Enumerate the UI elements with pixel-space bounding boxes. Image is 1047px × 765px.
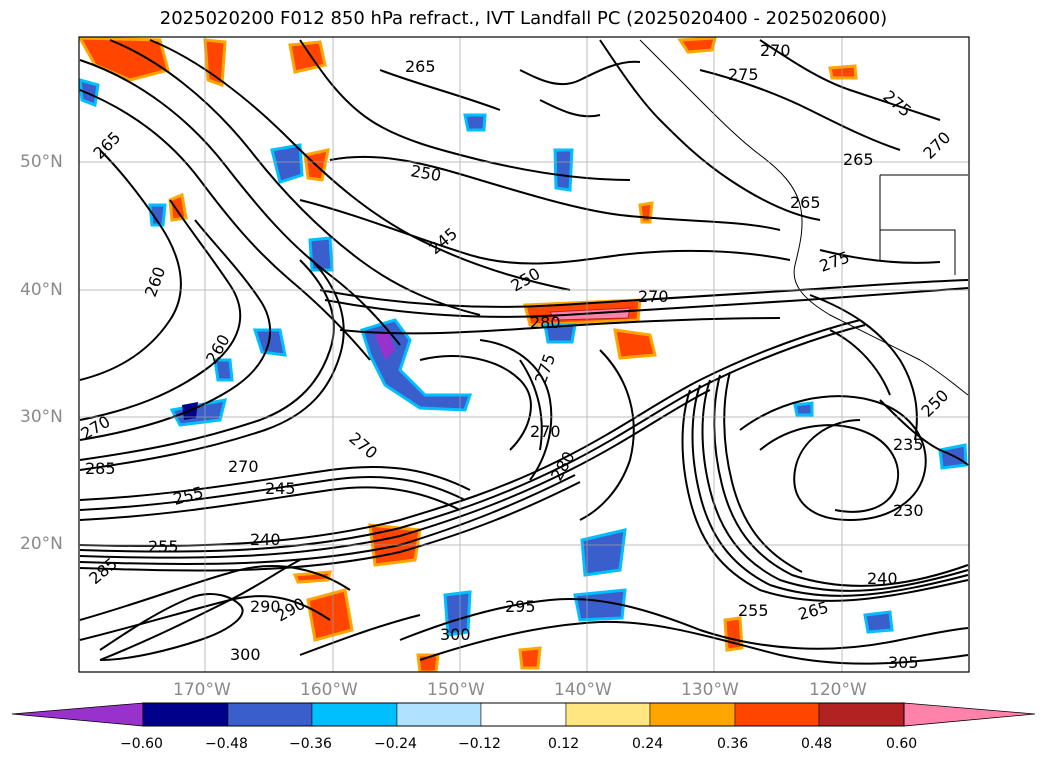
- contour-label: 270: [228, 457, 259, 476]
- contour-label: 230: [893, 501, 924, 520]
- contour-label: 275: [817, 247, 852, 275]
- colorbar: [11, 702, 1036, 727]
- contour-label: 300: [230, 645, 261, 664]
- contour-label: 265: [796, 598, 830, 624]
- colorbar-segment: [142, 702, 229, 727]
- lat-label-20n: 20°N: [20, 534, 63, 554]
- contour-label: 265: [405, 57, 436, 76]
- coastline: [639, 39, 969, 396]
- colorbar-tick-label: 0.48: [801, 736, 833, 752]
- colorbar-segment: [480, 702, 567, 727]
- contour-label: 270: [760, 41, 791, 60]
- contour-label: 250: [917, 386, 952, 421]
- lat-label-40n: 40°N: [20, 280, 63, 300]
- colorbar-tick-label: −0.48: [205, 736, 248, 752]
- lon-label-120w: 120°W: [809, 680, 867, 700]
- contour-label: 250: [508, 264, 544, 296]
- contour-label: 270: [345, 429, 381, 463]
- contour-label: 245: [425, 224, 461, 258]
- colorbar-tick-label: 0.36: [717, 736, 749, 752]
- colorbar-segment: [649, 702, 736, 727]
- contour-label: 245: [265, 479, 296, 498]
- colorbar-right-extension: [903, 702, 1036, 727]
- colorbar-segment: [227, 702, 313, 727]
- colorbar-segment: [396, 702, 482, 727]
- contour-label: 280: [530, 313, 561, 332]
- contour-label: 240: [867, 569, 898, 588]
- contour-label: 270: [530, 422, 561, 441]
- contour-label: 260: [141, 264, 169, 299]
- colorbar-tick-label: −0.60: [120, 736, 163, 752]
- contour-label: 275: [728, 65, 759, 84]
- plot-frame: [78, 36, 970, 673]
- negative-anomaly-patches: [79, 78, 968, 637]
- contour-label: 240: [250, 530, 281, 549]
- contour-label: 270: [919, 128, 954, 163]
- lat-label-50n: 50°N: [20, 152, 63, 172]
- contour-label: 275: [879, 87, 915, 121]
- colorbar-segment: [734, 702, 820, 727]
- lon-label-130w: 130°W: [681, 680, 739, 700]
- contour-label: 270: [638, 287, 669, 306]
- grid-lines: [79, 37, 969, 672]
- contour-label: 265: [843, 150, 874, 169]
- colorbar-tick-label: 0.60: [886, 736, 918, 752]
- lat-label-30n: 30°N: [20, 407, 63, 427]
- lon-label-140w: 140°W: [554, 680, 612, 700]
- contour-label-group: 270 275 275 270 265 265 265 265 250 245 …: [78, 41, 955, 672]
- colorbar-segment: [565, 702, 651, 727]
- colorbar-tick-label: 0.12: [548, 736, 580, 752]
- contour-label: 275: [531, 351, 559, 386]
- lon-label-150w: 150°W: [427, 680, 485, 700]
- contour-label: 255: [148, 537, 179, 556]
- contour-label: 265: [89, 128, 124, 163]
- colorbar-tick-label: −0.36: [289, 736, 332, 752]
- contour-label: 255: [738, 601, 769, 620]
- contour-label: 285: [85, 554, 121, 588]
- contour-lines: [79, 39, 969, 665]
- colorbar-tick-label: −0.24: [374, 736, 417, 752]
- contour-label: 250: [409, 161, 442, 185]
- contour-label: 305: [888, 653, 919, 672]
- colorbar-segment: [311, 702, 398, 727]
- contour-label: 285: [85, 459, 116, 478]
- map-title: 2025020200 F012 850 hPa refract., IVT La…: [159, 8, 888, 29]
- contour-label: 255: [171, 483, 205, 509]
- colorbar-segment: [818, 702, 905, 727]
- colorbar-tick-label: −0.12: [458, 736, 501, 752]
- contour-label: 295: [505, 597, 536, 616]
- contour-label: 290: [250, 597, 281, 616]
- lon-label-160w: 160°W: [300, 680, 358, 700]
- colorbar-tick-label: 0.24: [632, 736, 664, 752]
- contour-label: 265: [790, 193, 821, 212]
- colorbar-left-extension: [11, 702, 144, 727]
- lon-label-170w: 170°W: [173, 680, 231, 700]
- contour-label: 300: [440, 625, 471, 644]
- contour-label: 235: [893, 435, 924, 454]
